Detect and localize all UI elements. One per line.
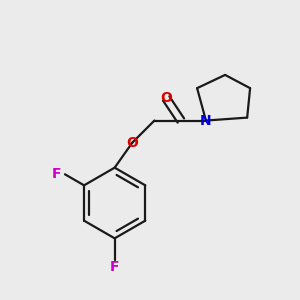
- Text: F: F: [52, 167, 62, 181]
- Text: N: N: [200, 114, 212, 128]
- Text: O: O: [126, 136, 138, 150]
- Text: O: O: [160, 92, 172, 106]
- Text: F: F: [110, 260, 119, 274]
